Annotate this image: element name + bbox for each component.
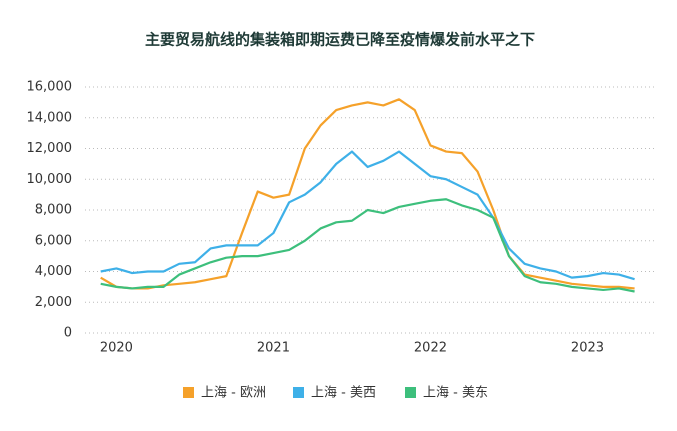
series-line (100, 198, 635, 293)
legend-swatch (293, 387, 304, 398)
x-tick-label: 2023 (571, 341, 604, 356)
legend-swatch (183, 387, 194, 398)
y-tick-label: 10,000 (27, 172, 73, 187)
chart-title: 主要贸易航线的集装箱即期运费已降至疫情爆发前水平之下 (145, 31, 535, 49)
legend-label: 上海 - 美西 (311, 386, 376, 401)
x-tick-label: 2020 (100, 341, 133, 356)
legend-label: 上海 - 欧洲 (201, 386, 266, 401)
y-tick-label: 14,000 (27, 110, 73, 125)
series-line (100, 98, 635, 290)
y-tick-label: 16,000 (27, 80, 73, 95)
legend-label: 上海 - 美东 (423, 386, 488, 401)
y-tick-label: 12,000 (27, 141, 73, 156)
y-tick-label: 8,000 (35, 203, 72, 218)
y-tick-label: 2,000 (35, 295, 72, 310)
legend-swatch (405, 387, 416, 398)
y-tick-label: 4,000 (35, 264, 72, 279)
series-line (100, 150, 635, 281)
x-tick-label: 2022 (414, 341, 447, 356)
y-tick-label: 0 (64, 326, 72, 341)
x-tick-label: 2021 (257, 341, 290, 356)
y-tick-label: 6,000 (35, 233, 72, 248)
